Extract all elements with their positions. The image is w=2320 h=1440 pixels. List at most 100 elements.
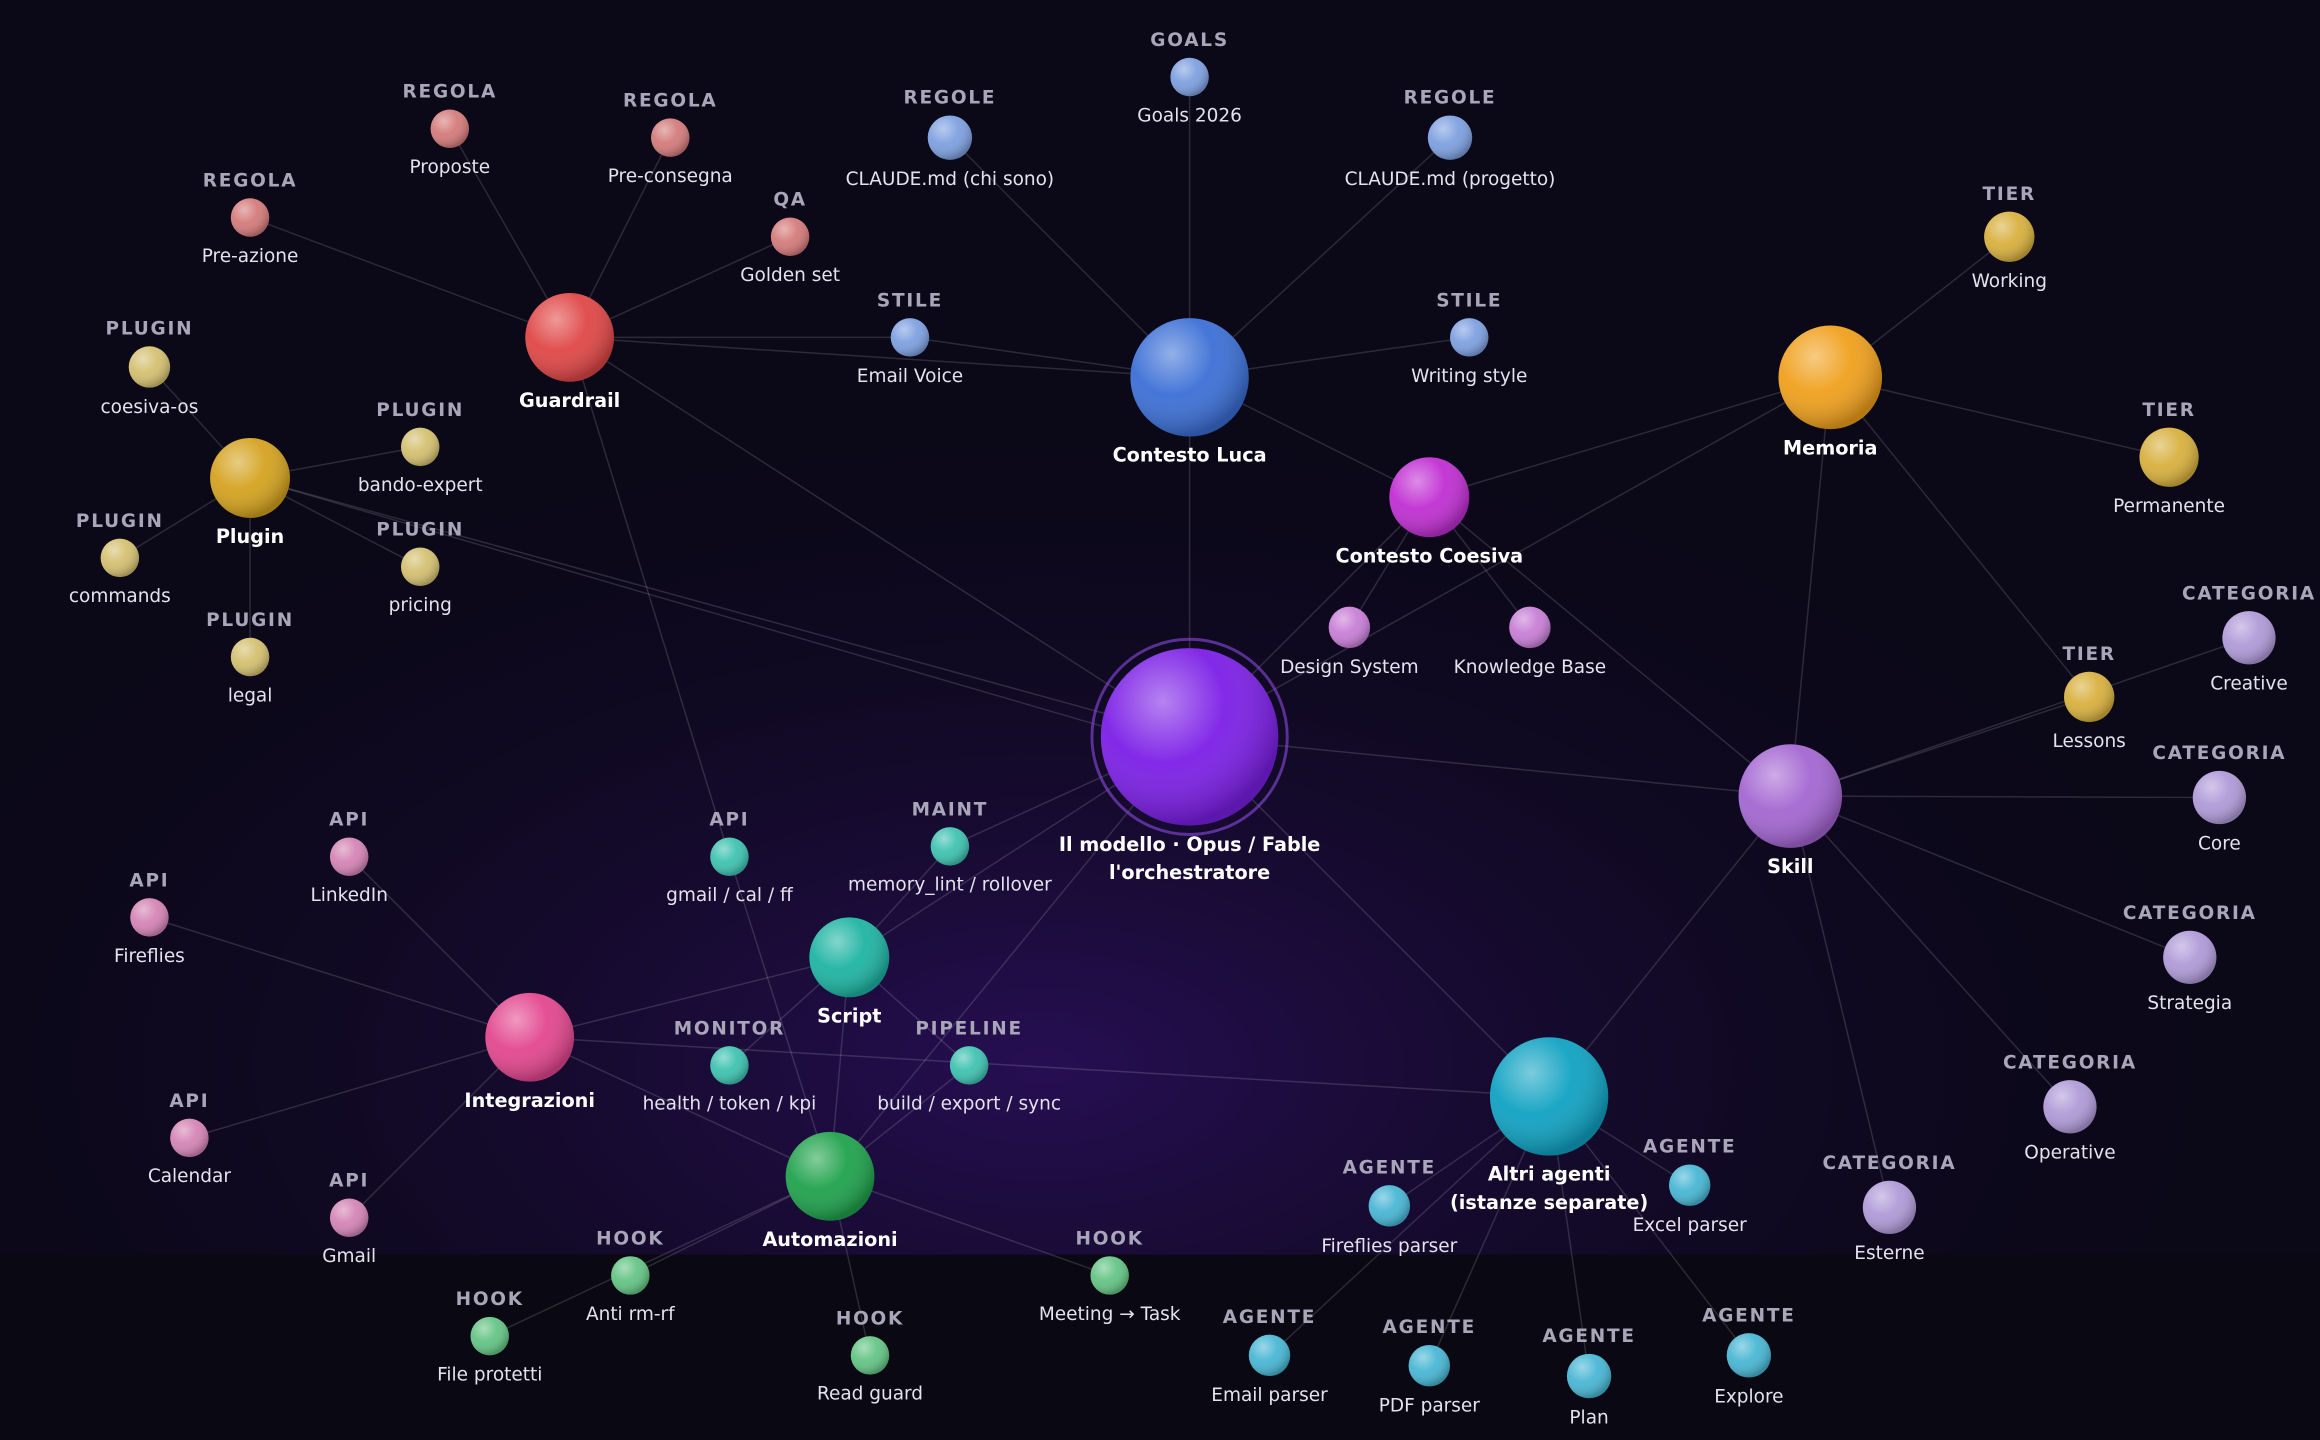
node-shine — [1100, 648, 1279, 826]
node: API Gmail — [322, 1171, 376, 1267]
node-shine — [1090, 1256, 1129, 1295]
node-shine — [930, 827, 970, 866]
node-shine — [890, 318, 930, 357]
node-shine — [1408, 1344, 1450, 1387]
edge — [568, 337, 731, 857]
edge — [1790, 795, 2191, 959]
node-kind: HOOK — [596, 1228, 664, 1249]
edge — [1790, 637, 2250, 797]
node-label: Operative — [2024, 1143, 2115, 1164]
node: API gmail / cal / ff — [666, 810, 794, 906]
node-kind: REGOLA — [623, 91, 717, 112]
node-kind: API — [329, 810, 369, 831]
node-shine — [1368, 1185, 1411, 1227]
node-ring — [1090, 637, 1289, 836]
node-kind: CATEGORIA — [2003, 1052, 2137, 1073]
edge — [1790, 696, 2090, 797]
node-label: Core — [2198, 833, 2241, 854]
node-shine — [1984, 211, 2035, 262]
node: Design System — [1280, 606, 1419, 678]
node-shine — [1726, 1333, 1772, 1378]
edge — [249, 216, 570, 339]
node-label: Contesto Coesiva — [1335, 544, 1523, 567]
node: CATEGORIA Operative — [2003, 1052, 2137, 1164]
edge — [1789, 795, 2071, 1108]
node: Knowledge Base — [1454, 606, 1606, 678]
node-label: LinkedIn — [310, 885, 387, 906]
node: TIER Permanente — [2113, 400, 2225, 517]
node-label: Email Voice — [857, 366, 963, 387]
node: API LinkedIn — [310, 810, 387, 906]
edge — [149, 916, 530, 1038]
edge — [728, 856, 831, 1177]
node: AGENTE PDF parser — [1379, 1317, 1481, 1416]
node-label: Pre-azione — [202, 246, 299, 267]
node-label: PDF parser — [1379, 1396, 1481, 1417]
node: AGENTE Excel parser — [1633, 1137, 1748, 1236]
node-shine — [525, 292, 615, 382]
node: Integrazioni — [464, 992, 595, 1112]
node-shine — [1450, 318, 1489, 357]
node: CATEGORIA Esterne — [1822, 1153, 1954, 1264]
node-kind: GOALS — [1150, 30, 1229, 51]
node-label: (istanze separate) — [1450, 1191, 1648, 1214]
node-shine — [710, 1046, 749, 1085]
node-label: Working — [1972, 271, 2047, 292]
node-label: Script — [817, 1004, 881, 1027]
edge — [569, 336, 1190, 738]
edge — [529, 1036, 831, 1177]
glow — [0, 0, 2320, 1255]
node-label: Guardrail — [519, 389, 620, 412]
node-shine — [2192, 770, 2247, 825]
node-kind: API — [129, 870, 169, 891]
node-label: pricing — [389, 595, 452, 616]
node: REGOLE CLAUDE.md (chi sono) — [846, 88, 1054, 190]
node-kind: REGOLE — [903, 88, 996, 109]
node: Contesto Luca — [1113, 318, 1267, 467]
node-label: Il modello · Opus / Fable — [1059, 833, 1320, 856]
node-kind: REGOLA — [203, 170, 297, 191]
node-shine — [1509, 606, 1551, 649]
node-label: File protetti — [437, 1364, 542, 1385]
node-label: Creative — [2210, 674, 2288, 695]
node-kind: REGOLA — [403, 82, 497, 103]
node: HOOK File protetti — [437, 1289, 542, 1385]
node-shine — [1489, 1037, 1609, 1156]
node-label: commands — [69, 586, 171, 607]
node: CATEGORIA Strategia — [2123, 903, 2255, 1014]
node-shine — [2139, 427, 2199, 487]
node-shine — [100, 538, 140, 578]
node: PLUGIN coesiva-os — [101, 318, 199, 417]
node-shine — [1778, 325, 1883, 430]
node: PLUGIN legal — [206, 610, 292, 706]
node-label: Automazioni — [762, 1228, 897, 1251]
node: QA Golden set — [740, 190, 840, 286]
node-kind: PLUGIN — [376, 520, 464, 541]
node-label: Read guard — [817, 1384, 923, 1405]
edge — [1790, 795, 2220, 799]
bottom-band — [0, 1254, 2320, 1440]
node-shine — [230, 637, 270, 677]
node-kind: PLUGIN — [106, 318, 194, 339]
node-shine — [770, 217, 810, 256]
node-label: Plugin — [216, 525, 284, 548]
node-shine — [230, 198, 270, 237]
node: HOOK Meeting → Task — [1039, 1228, 1181, 1324]
node: TIER Working — [1972, 184, 2047, 292]
node-kind: PLUGIN — [376, 400, 464, 421]
node: STILE Email Voice — [857, 290, 963, 386]
node-shine — [1427, 115, 1473, 160]
node-shine — [1862, 1180, 1917, 1235]
node-shine — [470, 1316, 509, 1356]
node-label: Fireflies — [114, 946, 185, 967]
node-kind: TIER — [2062, 644, 2115, 665]
node: Memoria — [1778, 325, 1883, 459]
node-shine — [651, 118, 690, 157]
node-shine — [329, 1198, 369, 1237]
edge — [1429, 376, 1831, 498]
node-kind: API — [709, 810, 749, 831]
node-shine — [611, 1256, 650, 1295]
node-label: Anti rm-rf — [586, 1304, 675, 1325]
node-shine — [210, 437, 290, 518]
